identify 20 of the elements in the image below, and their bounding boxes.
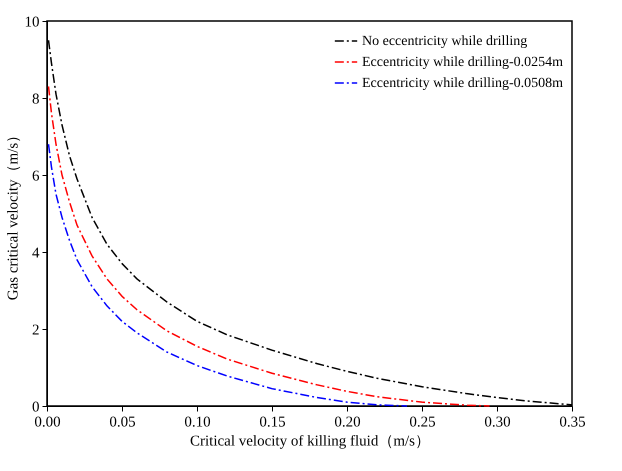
y-axis-title: Gas critical velocity（m/s） xyxy=(6,128,22,300)
x-tick-label: 0.35 xyxy=(559,414,586,430)
line-series xyxy=(48,143,408,407)
x-tick-label: 0.25 xyxy=(409,414,436,430)
x-tick-label: 0.30 xyxy=(484,414,511,430)
y-tick-label: 0 xyxy=(32,400,40,416)
x-tick-label: 0.10 xyxy=(184,414,211,430)
legend-label: No eccentricity while drilling xyxy=(362,34,528,49)
y-tick-label: 2 xyxy=(32,322,40,338)
x-tick-label: 0.05 xyxy=(109,414,136,430)
legend-label: Eccentricity while drilling-0.0508m xyxy=(362,76,564,91)
legend-label: Eccentricity while drilling-0.0254m xyxy=(362,55,564,70)
x-tick-label: 0.20 xyxy=(334,414,361,430)
y-tick-label: 6 xyxy=(32,168,40,184)
x-axis-title: Critical velocity of killing fluid（m/s） xyxy=(190,434,430,450)
y-tick-label: 8 xyxy=(32,92,40,108)
y-tick-label: 10 xyxy=(24,14,40,30)
x-tick-label: 0.15 xyxy=(259,414,286,430)
y-tick-label: 4 xyxy=(32,246,40,262)
x-tick-label: 0.00 xyxy=(34,414,61,430)
